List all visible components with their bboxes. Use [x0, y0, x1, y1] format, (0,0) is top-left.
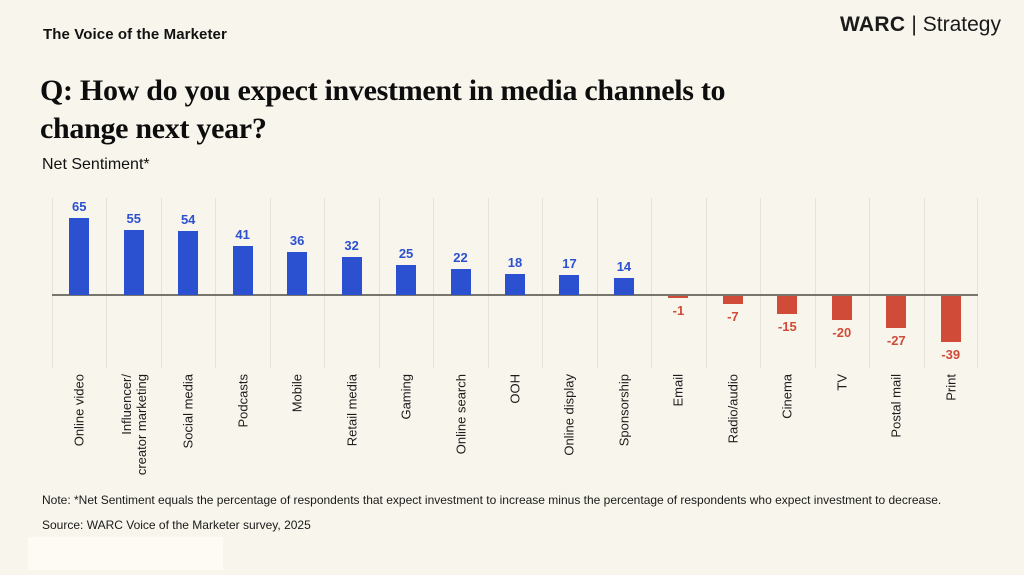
bar-value: -15 — [777, 318, 797, 334]
gridline — [215, 198, 216, 368]
bar — [559, 274, 580, 295]
gridline — [651, 198, 652, 368]
x-tick-label: Postal mail — [888, 374, 904, 438]
footnote: Note: *Net Sentiment equals the percenta… — [42, 493, 942, 507]
question-title: Q: How do you expect investment in media… — [40, 74, 726, 145]
x-tick-label: Gaming — [398, 374, 414, 420]
kicker-label: The Voice of the Marketer — [43, 26, 227, 43]
gridline — [270, 198, 271, 368]
gridline — [977, 198, 978, 368]
gridline — [52, 198, 53, 368]
bar — [505, 273, 525, 295]
bar-value: -27 — [886, 332, 906, 348]
warc-strategy-logo: WARC | Strategy — [840, 13, 1001, 37]
logo-brand: WARC — [839, 13, 906, 36]
bar — [886, 296, 907, 328]
bar-value: -39 — [941, 347, 961, 363]
x-tick-label: Sponsorship — [616, 374, 632, 447]
bar — [613, 278, 634, 295]
bar — [69, 218, 90, 295]
gridline — [597, 198, 598, 368]
x-tick-label: OOH — [507, 374, 523, 404]
gridline — [433, 198, 434, 368]
x-tick-label: Podcasts — [235, 374, 251, 428]
x-tick-label: Retail media — [344, 374, 360, 447]
gridline — [324, 198, 325, 368]
bar — [123, 229, 144, 295]
logo-suffix: Strategy — [922, 13, 1001, 36]
gridline — [924, 198, 925, 368]
gridline — [161, 198, 162, 368]
gridline — [106, 198, 107, 368]
gridline — [542, 198, 543, 368]
bar-value: 32 — [344, 238, 359, 254]
x-tick-label: Social media — [180, 374, 196, 449]
bar-value: 65 — [72, 199, 87, 214]
gridline — [706, 198, 707, 368]
x-tick-label: TV — [834, 374, 850, 391]
bar-value: 17 — [562, 255, 577, 271]
bar-value: -1 — [672, 303, 685, 318]
gridline — [869, 198, 870, 368]
gridline — [760, 198, 761, 368]
x-tick-label: Mobile — [289, 374, 305, 413]
bar — [722, 296, 743, 305]
bar — [232, 246, 253, 295]
bar-value: 41 — [235, 227, 250, 243]
x-tick-label: Radio/audio — [725, 374, 741, 444]
bar — [777, 296, 798, 314]
gridline — [379, 198, 380, 368]
bar-value: 14 — [616, 259, 632, 275]
bar-value: -7 — [727, 309, 739, 325]
bar-value: -20 — [832, 324, 852, 340]
gridline — [815, 198, 816, 368]
x-tick-label: Online video — [71, 374, 87, 447]
x-tick-label: Print — [943, 374, 959, 401]
bar — [450, 268, 471, 295]
x-tick-label: Online display — [561, 374, 577, 456]
bar-value: 18 — [507, 254, 523, 270]
x-tick-label: Online search — [453, 374, 469, 455]
bar-value: 36 — [289, 233, 305, 249]
bar-value: 22 — [453, 249, 468, 265]
bar — [668, 296, 689, 298]
bar — [287, 252, 308, 295]
logo-separator: | — [911, 13, 917, 36]
chart-area: 65 55 54 41 36 32 25 22 18 17 14 -1 -7 -15 -20 -27 -39 — [52, 198, 978, 368]
x-tick-label: Influencer/ creator marketing — [118, 374, 149, 476]
bar-value: 54 — [180, 212, 196, 228]
zero-axis-line — [52, 294, 978, 296]
bar-value: 55 — [126, 210, 141, 226]
bar — [831, 296, 852, 320]
x-tick-label: Email — [670, 374, 686, 407]
gridline — [488, 198, 489, 368]
source-line: Source: WARC Voice of the Marketer surve… — [42, 518, 311, 532]
chart-subtitle: Net Sentiment* — [42, 156, 150, 173]
x-axis-labels: Online video Influencer/ creator marketin… — [52, 374, 978, 489]
bar — [341, 257, 362, 295]
bar — [178, 231, 199, 295]
footer-highlight-box — [28, 537, 223, 570]
x-tick-label: Cinema — [779, 374, 795, 419]
bar — [396, 265, 417, 295]
bar — [940, 296, 961, 343]
bar-value: 25 — [398, 246, 414, 262]
